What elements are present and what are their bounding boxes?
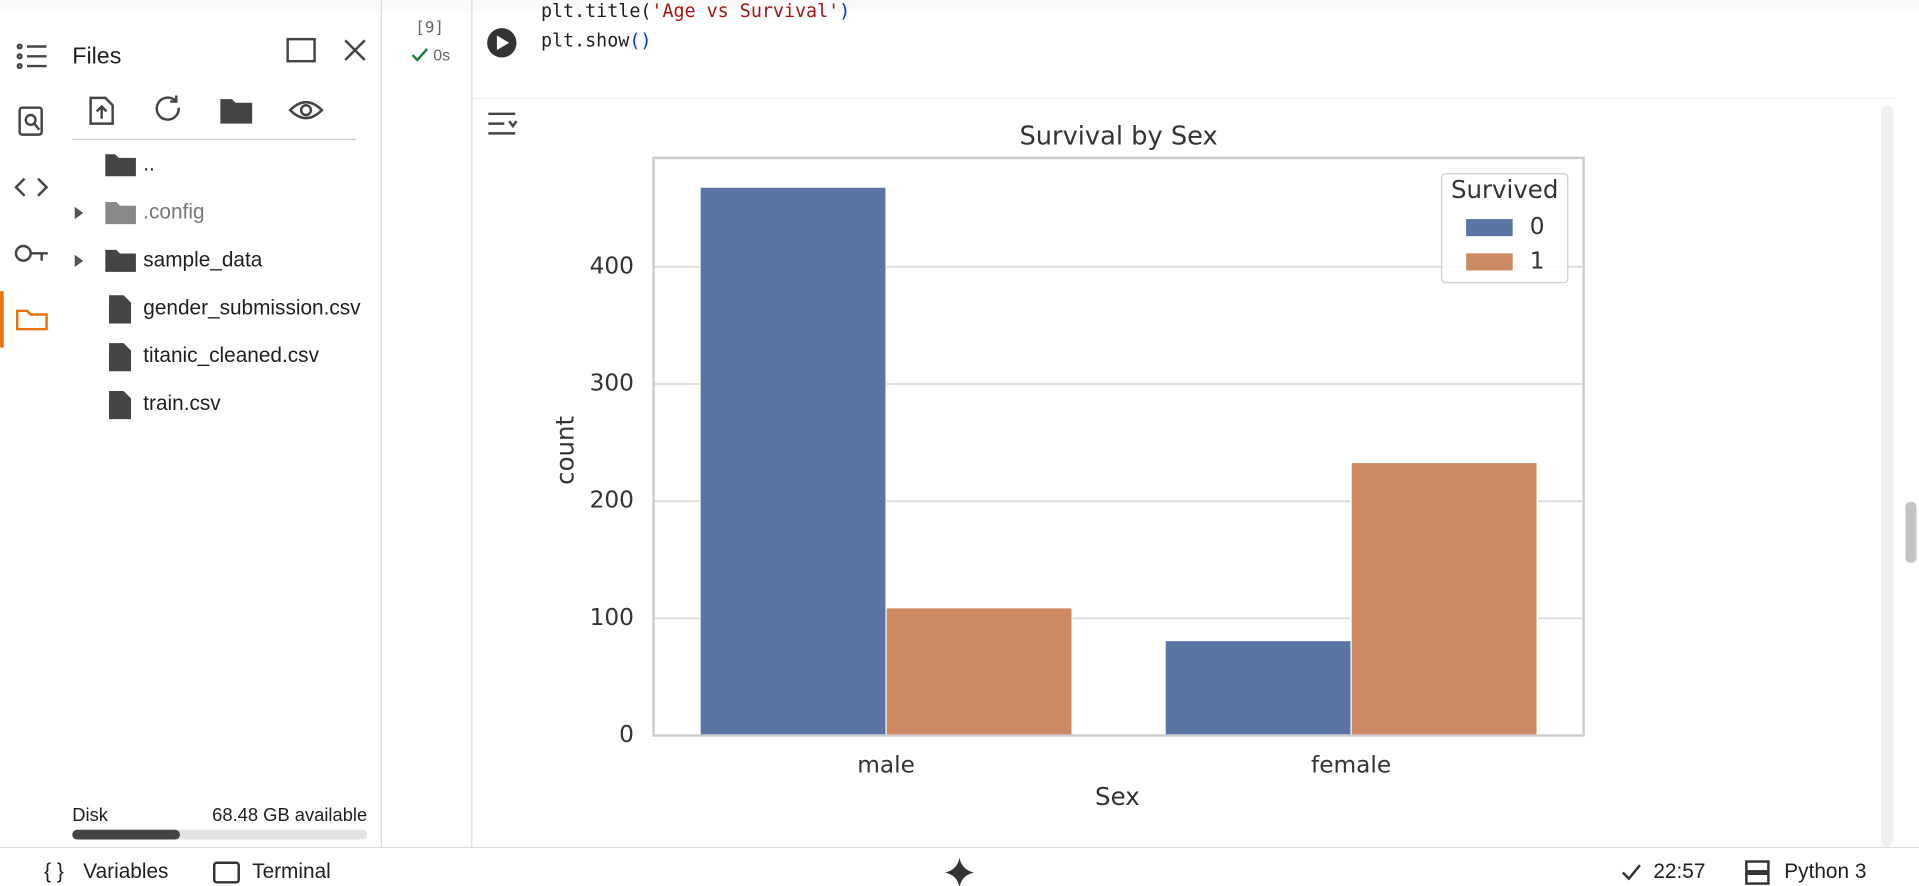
runtime[interactable]: Python 3 — [1784, 860, 1866, 883]
drive-icon[interactable] — [220, 99, 253, 124]
undock-icon[interactable] — [286, 37, 316, 63]
folder-icon — [105, 249, 136, 272]
file-name[interactable]: .config — [143, 201, 204, 224]
execution-count: [9] — [415, 18, 444, 37]
terminal-button[interactable]: Terminal — [252, 860, 331, 883]
y-tick-label: 100 — [590, 604, 634, 631]
legend-label: 1 — [1530, 247, 1545, 274]
x-axis-label: Sex — [1095, 782, 1140, 811]
code-paren: ) — [839, 1, 850, 22]
file-list: .. .config sample_data gender_submission.cs… — [74, 153, 361, 420]
folder-icon — [105, 202, 136, 225]
code-icon[interactable] — [14, 177, 49, 197]
plot-frame — [652, 156, 1585, 737]
y-tick-label: 300 — [590, 369, 634, 396]
duration: 0s — [433, 47, 450, 64]
disk-bar-used — [72, 829, 180, 840]
disk-available: 68.48 GB available — [212, 804, 367, 825]
top-edge — [0, 0, 1919, 13]
files-icon[interactable] — [15, 309, 48, 331]
chart: Survival by Sex Sex count 0 100 200 300 400 m… — [551, 122, 1585, 811]
bar — [1164, 639, 1352, 737]
y-tick-label: 200 — [590, 487, 634, 514]
run-glyph — [496, 35, 510, 51]
code-line: plt.title('Age vs Survival') — [541, 1, 850, 22]
file-icon — [108, 343, 132, 372]
file-name[interactable]: train.csv — [143, 392, 221, 415]
status-check — [1621, 864, 1641, 881]
y-axis-label: count — [551, 415, 580, 484]
output-toggle[interactable] — [488, 112, 518, 135]
legend-swatch — [1466, 219, 1513, 237]
bar — [699, 186, 887, 737]
chart-title: Survival by Sex — [1019, 122, 1217, 152]
code-paren: () — [629, 31, 651, 52]
file-name[interactable]: gender_submission.csv — [143, 296, 361, 319]
file-name[interactable]: .. — [143, 153, 155, 176]
file-icon — [108, 390, 132, 420]
code-token: plt.title( — [541, 1, 651, 22]
file-name[interactable]: sample_data — [143, 248, 263, 271]
page-scrollbar[interactable] — [1905, 501, 1917, 563]
file-name[interactable]: titanic_cleaned.csv — [143, 344, 319, 367]
folder-open-icon — [105, 154, 136, 177]
close-icon[interactable] — [344, 39, 366, 61]
secrets-icon[interactable] — [14, 244, 48, 262]
disk-label: Disk — [72, 804, 108, 825]
y-tick-label: 400 — [590, 252, 634, 279]
legend-label: 0 — [1530, 213, 1545, 240]
x-tick-label: male — [857, 752, 915, 779]
file-icon — [108, 295, 132, 324]
gemini-icon[interactable] — [944, 857, 975, 886]
variables-brace: { } — [44, 860, 64, 883]
output-scroll-track — [1880, 105, 1894, 847]
expand-arrow[interactable] — [74, 206, 84, 220]
active-indicator — [0, 291, 4, 348]
exec-time: 22:57 — [1653, 860, 1705, 883]
legend-title: Survived — [1451, 175, 1558, 204]
bar — [1350, 461, 1538, 737]
legend-swatch — [1466, 253, 1513, 271]
refresh-icon[interactable] — [155, 95, 180, 121]
panel-actions — [89, 37, 366, 125]
success-check — [411, 48, 429, 62]
code-token: plt.show — [541, 31, 630, 52]
bar — [885, 607, 1073, 737]
panel-title: Files — [72, 43, 121, 69]
x-tick-label: female — [1311, 752, 1391, 779]
variables-button[interactable]: Variables — [83, 860, 168, 883]
terminal-icon — [213, 861, 240, 884]
code-line: plt.show() — [541, 31, 651, 52]
expand-arrow[interactable] — [74, 254, 84, 268]
search-icon[interactable] — [18, 106, 43, 136]
toc-icon[interactable] — [16, 43, 47, 70]
code-string: 'Age vs Survival' — [651, 1, 839, 22]
upload-icon[interactable] — [89, 96, 114, 125]
left-rail — [14, 43, 49, 331]
hidden-icon[interactable] — [288, 100, 324, 120]
y-tick-label: 0 — [619, 721, 634, 748]
runtime-icon — [1745, 860, 1770, 885]
